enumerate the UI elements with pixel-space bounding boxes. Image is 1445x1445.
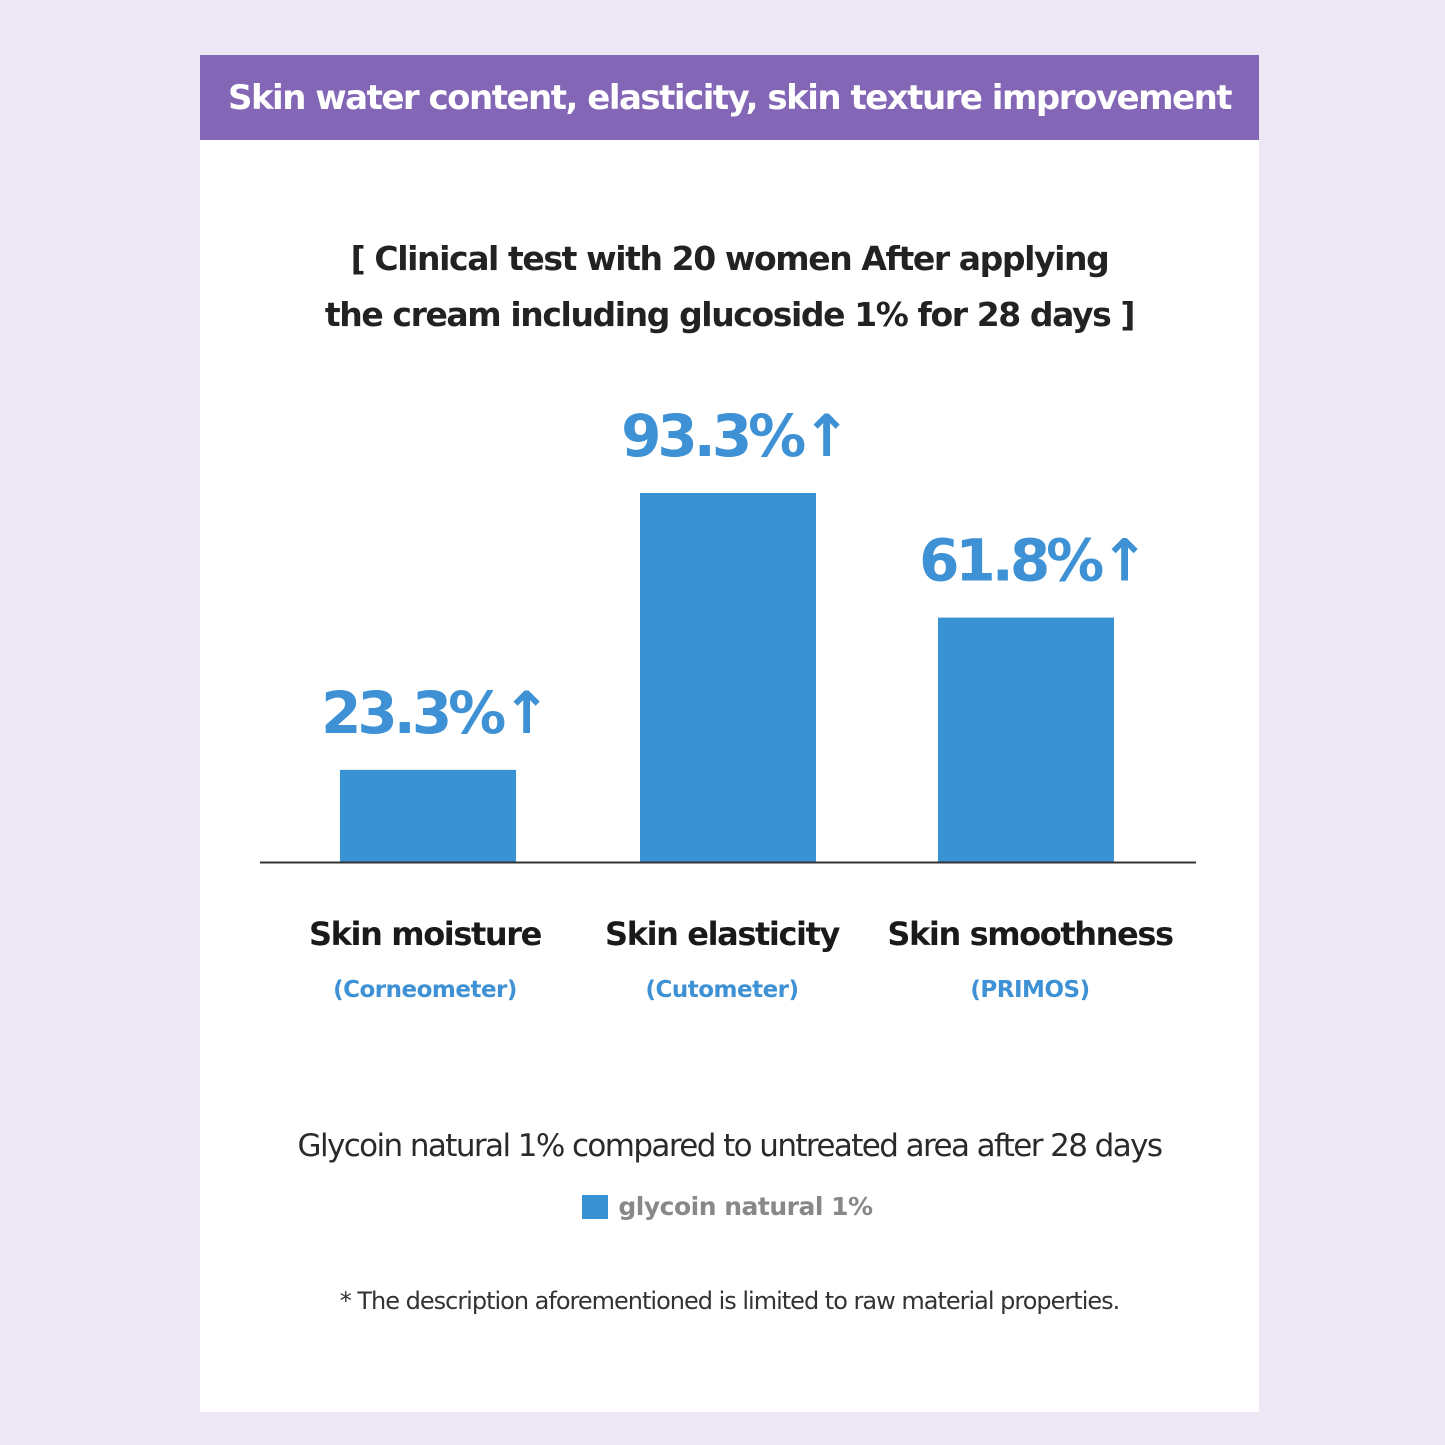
bar-skin-elasticity [640, 493, 816, 862]
subtitle-line-2: the cream including glucoside 1% for 28 … [324, 295, 1136, 334]
value-label-2: 61.8%↑ [919, 527, 1145, 595]
value-label-1: 93.3%↑ [621, 402, 847, 470]
category-label-1: Skin elasticity (Cutometer) [572, 915, 872, 1003]
category-label-2: Skin smoothness (PRIMOS) [880, 915, 1180, 1003]
chart-legend: glycoin natural 1% [200, 1192, 1259, 1221]
category-name: Skin elasticity [605, 915, 840, 953]
category-instrument: (PRIMOS) [970, 977, 1090, 1003]
bar-skin-smoothness [938, 617, 1114, 862]
legend-swatch [582, 1194, 609, 1219]
bar-chart: 23.3%↑ 93.3%↑ 61.8%↑ [260, 402, 1196, 864]
subtitle-line-1: [ Clinical test with 20 women After appl… [350, 239, 1110, 278]
category-instrument: (Corneometer) [333, 977, 517, 1003]
bar-skin-moisture [340, 769, 516, 862]
category-label-0: Skin moisture (Corneometer) [275, 915, 575, 1003]
infographic-card: Skin water content, elasticity, skin tex… [200, 55, 1259, 1412]
footnote: * The description aforementioned is limi… [339, 1287, 1121, 1315]
category-name: Skin smoothness [887, 915, 1174, 953]
chart-caption: Glycoin natural 1% compared to untreated… [297, 1128, 1164, 1164]
header-bar: Skin water content, elasticity, skin tex… [200, 55, 1259, 140]
header-title: Skin water content, elasticity, skin tex… [227, 77, 1233, 118]
value-label-0: 23.3%↑ [321, 679, 547, 747]
category-instrument: (Cutometer) [645, 977, 799, 1003]
legend-label: glycoin natural 1% [618, 1192, 873, 1221]
category-name: Skin moisture [309, 915, 542, 953]
chart-subtitle: [ Clinical test with 20 women After appl… [200, 231, 1259, 343]
